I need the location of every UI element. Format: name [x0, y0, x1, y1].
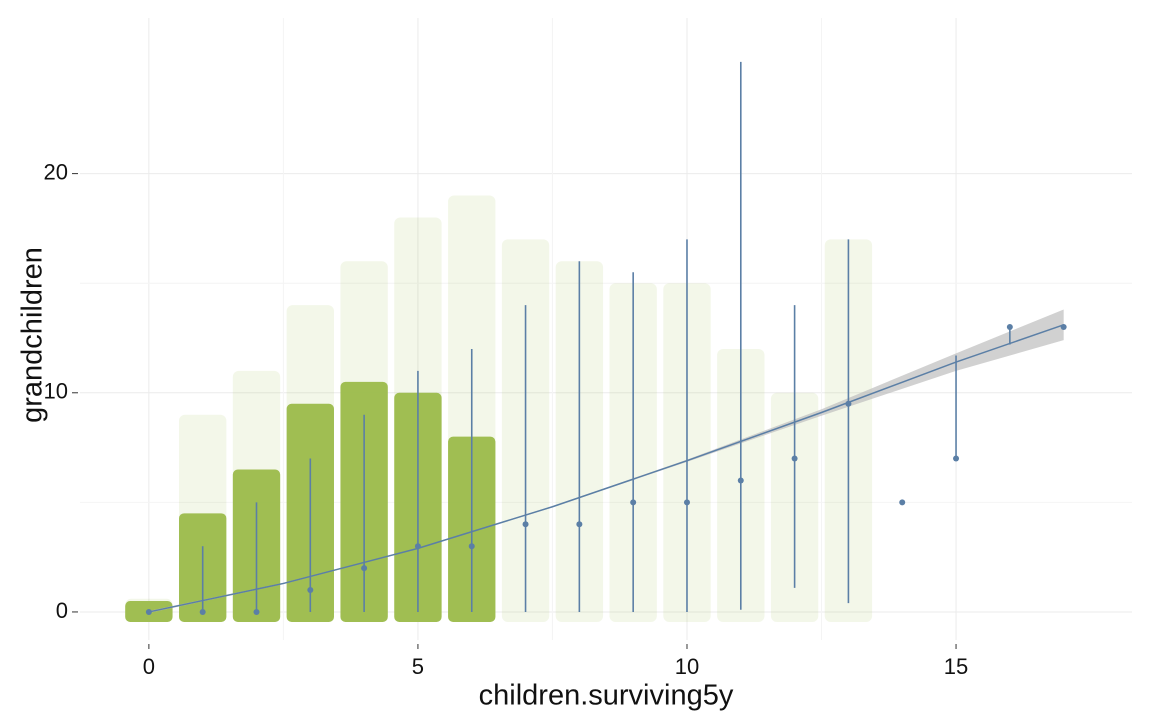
x-axis-title: children.surviving5y — [479, 680, 734, 712]
summary-point — [414, 543, 421, 550]
summary-point — [953, 455, 960, 462]
fit-ribbon — [148, 309, 1064, 614]
y-tick-label: 20 — [44, 159, 68, 184]
x-tick-label: 10 — [675, 654, 699, 679]
summary-point — [361, 565, 368, 572]
summary-point — [630, 499, 637, 506]
summary-point — [1006, 324, 1013, 331]
summary-point — [899, 499, 906, 506]
y-tick-label: 0 — [56, 598, 68, 623]
summary-point — [1060, 324, 1067, 331]
summary-point — [683, 499, 690, 506]
summary-point — [522, 521, 529, 528]
summary-point — [145, 608, 152, 615]
summary-point — [845, 400, 852, 407]
summary-point — [791, 455, 798, 462]
fit-line — [148, 324, 1064, 613]
summary-point — [576, 521, 583, 528]
y-axis-title: grandchildren — [17, 247, 49, 423]
summary-point — [468, 543, 475, 550]
x-tick-label: 0 — [143, 654, 155, 679]
summary-point — [253, 608, 260, 615]
summary-point — [737, 477, 744, 484]
y-tick-label: 10 — [44, 379, 68, 404]
x-tick-label: 15 — [944, 654, 968, 679]
summary-point — [307, 587, 314, 594]
marks — [125, 61, 1067, 622]
summary-point — [199, 608, 206, 615]
x-tick-label: 5 — [412, 654, 424, 679]
